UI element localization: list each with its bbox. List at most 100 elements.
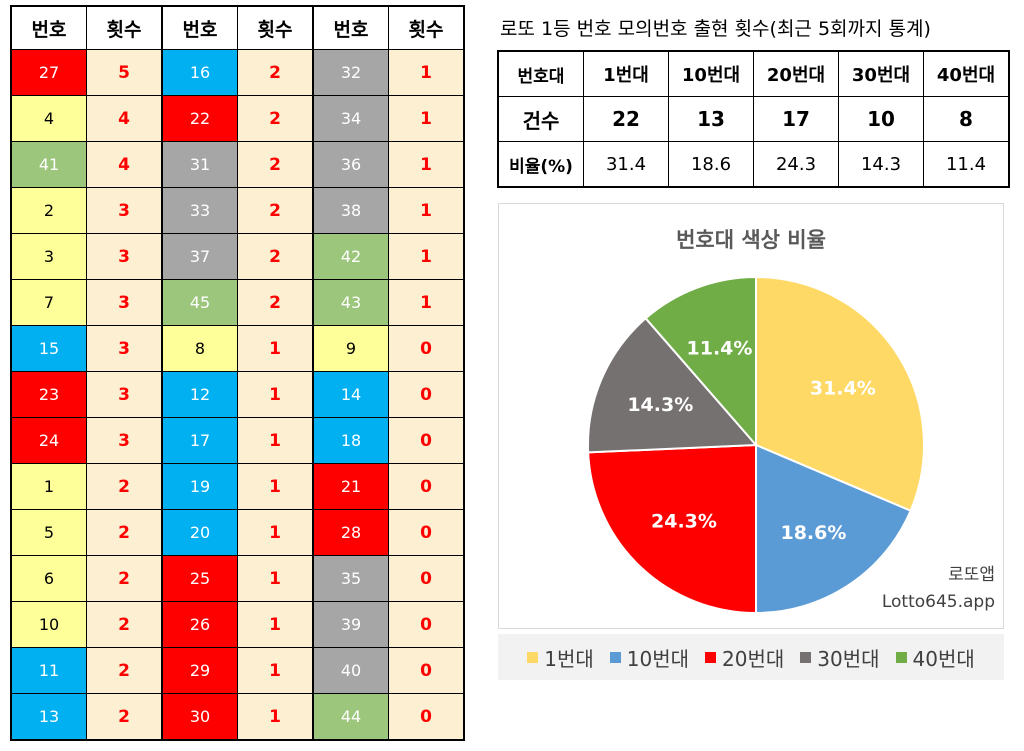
lotto-number-cell: 45 bbox=[161, 279, 238, 326]
summary-ratio-10: 18.6 bbox=[668, 141, 754, 188]
lotto-number-cell: 3 bbox=[10, 233, 87, 280]
pie-slice-label-4: 11.4% bbox=[687, 337, 753, 359]
header-number-2: 번호 bbox=[161, 5, 238, 50]
lotto-number-cell: 8 bbox=[161, 325, 238, 372]
legend-swatch bbox=[527, 651, 539, 663]
occurrence-count-cell: 2 bbox=[237, 187, 314, 234]
summary-table: 번호대 1번대 10번대 20번대 30번대 40번대 건수 22 13 17 … bbox=[497, 50, 1010, 188]
occurrence-count-cell: 1 bbox=[237, 693, 314, 741]
occurrence-count-cell: 3 bbox=[86, 417, 163, 464]
summary-count-row: 건수 22 13 17 10 8 bbox=[497, 96, 1010, 142]
occurrence-count-cell: 3 bbox=[86, 371, 163, 418]
occurrence-count-cell: 1 bbox=[388, 279, 465, 326]
lotto-number-cell: 37 bbox=[161, 233, 238, 280]
frequency-row: 3 3 37 2 42 1 bbox=[10, 233, 465, 280]
pie-slice-label-1: 18.6% bbox=[780, 522, 846, 544]
summary-count-30: 10 bbox=[838, 96, 924, 142]
occurrence-count-cell: 0 bbox=[388, 555, 465, 602]
occurrence-count-cell: 0 bbox=[388, 693, 465, 741]
occurrence-count-cell: 2 bbox=[86, 647, 163, 694]
occurrence-count-cell: 0 bbox=[388, 647, 465, 694]
occurrence-count-cell: 1 bbox=[237, 417, 314, 464]
lotto-number-cell: 15 bbox=[10, 325, 87, 372]
lotto-number-cell: 35 bbox=[312, 555, 389, 602]
legend-label: 20번대 bbox=[722, 646, 785, 671]
occurrence-count-cell: 3 bbox=[86, 279, 163, 326]
summary-ratio-30: 14.3 bbox=[838, 141, 924, 188]
lotto-number-cell: 38 bbox=[312, 187, 389, 234]
legend-item-2: 20번대 bbox=[705, 643, 784, 672]
legend-item-0: 1번대 bbox=[527, 643, 594, 672]
frequency-row: 15 3 8 1 9 0 bbox=[10, 325, 465, 372]
legend-label: 1번대 bbox=[544, 646, 594, 671]
lotto-number-cell: 18 bbox=[312, 417, 389, 464]
lotto-number-cell: 19 bbox=[161, 463, 238, 510]
lotto-number-cell: 16 bbox=[161, 49, 238, 96]
occurrence-count-cell: 4 bbox=[86, 141, 163, 188]
lotto-number-cell: 44 bbox=[312, 693, 389, 741]
lotto-number-cell: 14 bbox=[312, 371, 389, 418]
summary-header-row: 번호대 1번대 10번대 20번대 30번대 40번대 bbox=[497, 50, 1010, 97]
occurrence-count-cell: 2 bbox=[86, 693, 163, 741]
occurrence-count-cell: 1 bbox=[237, 647, 314, 694]
lotto-number-cell: 42 bbox=[312, 233, 389, 280]
frequency-table: 번호 횟수 번호 횟수 번호 횟수 27 5 16 2 32 1 4 4 22 2 34 1 41 4 31… bbox=[10, 5, 465, 741]
summary-ratio-row: 비율(%) 31.4 18.6 24.3 14.3 11.4 bbox=[497, 141, 1010, 188]
summary-title: 로또 1등 번호 모의번호 출현 횟수(최근 5회까지 통계) bbox=[500, 18, 931, 40]
summary-col-1: 1번대 bbox=[583, 50, 669, 97]
occurrence-count-cell: 3 bbox=[86, 325, 163, 372]
lotto-number-cell: 17 bbox=[161, 417, 238, 464]
pie-legend: 1번대 10번대 20번대 30번대 40번대 bbox=[498, 634, 1004, 680]
occurrence-count-cell: 2 bbox=[86, 509, 163, 556]
lotto-number-cell: 26 bbox=[161, 601, 238, 648]
legend-item-3: 30번대 bbox=[800, 643, 880, 672]
occurrence-count-cell: 0 bbox=[388, 509, 465, 556]
lotto-number-cell: 33 bbox=[161, 187, 238, 234]
lotto-number-cell: 24 bbox=[10, 417, 87, 464]
lotto-number-cell: 20 bbox=[161, 509, 238, 556]
frequency-row: 5 2 20 1 28 0 bbox=[10, 509, 465, 556]
legend-swatch bbox=[705, 651, 717, 663]
lotto-number-cell: 27 bbox=[10, 49, 87, 96]
summary-ratio-40: 11.4 bbox=[923, 141, 1010, 188]
occurrence-count-cell: 2 bbox=[86, 463, 163, 510]
summary-header-label: 번호대 bbox=[497, 50, 584, 97]
lotto-number-cell: 9 bbox=[312, 325, 389, 372]
occurrence-count-cell: 2 bbox=[237, 279, 314, 326]
frequency-table-header: 번호 횟수 번호 횟수 번호 횟수 bbox=[10, 5, 465, 50]
lotto-number-cell: 5 bbox=[10, 509, 87, 556]
summary-count-1: 22 bbox=[583, 96, 669, 142]
frequency-row: 1 2 19 1 21 0 bbox=[10, 463, 465, 510]
frequency-row: 23 3 12 1 14 0 bbox=[10, 371, 465, 418]
occurrence-count-cell: 3 bbox=[86, 187, 163, 234]
occurrence-count-cell: 0 bbox=[388, 601, 465, 648]
lotto-number-cell: 39 bbox=[312, 601, 389, 648]
lotto-number-cell: 29 bbox=[161, 647, 238, 694]
occurrence-count-cell: 1 bbox=[237, 555, 314, 602]
watermark-url: Lotto645.app bbox=[881, 592, 995, 612]
summary-ratio-label: 비율(%) bbox=[497, 141, 584, 188]
pie-chart-title: 번호대 색상 비율 bbox=[676, 228, 826, 252]
lotto-number-cell: 34 bbox=[312, 95, 389, 142]
summary-ratio-1: 31.4 bbox=[583, 141, 669, 188]
occurrence-count-cell: 1 bbox=[388, 141, 465, 188]
header-count-3: 횟수 bbox=[388, 5, 465, 50]
frequency-row: 10 2 26 1 39 0 bbox=[10, 601, 465, 648]
header-count-1: 횟수 bbox=[86, 5, 163, 50]
frequency-row: 27 5 16 2 32 1 bbox=[10, 49, 465, 96]
pie-slice-4 bbox=[644, 275, 757, 448]
summary-count-label: 건수 bbox=[497, 96, 584, 142]
lotto-number-cell: 30 bbox=[161, 693, 238, 741]
occurrence-count-cell: 2 bbox=[86, 601, 163, 648]
frequency-row: 41 4 31 2 36 1 bbox=[10, 141, 465, 188]
legend-label: 10번대 bbox=[626, 646, 690, 671]
frequency-row: 2 3 33 2 38 1 bbox=[10, 187, 465, 234]
legend-swatch bbox=[800, 651, 812, 663]
occurrence-count-cell: 1 bbox=[388, 233, 465, 280]
lotto-number-cell: 40 bbox=[312, 647, 389, 694]
pie-slice-3 bbox=[587, 316, 759, 454]
occurrence-count-cell: 0 bbox=[388, 463, 465, 510]
occurrence-count-cell: 1 bbox=[388, 187, 465, 234]
lotto-number-cell: 41 bbox=[10, 141, 87, 188]
lotto-number-cell: 1 bbox=[10, 463, 87, 510]
